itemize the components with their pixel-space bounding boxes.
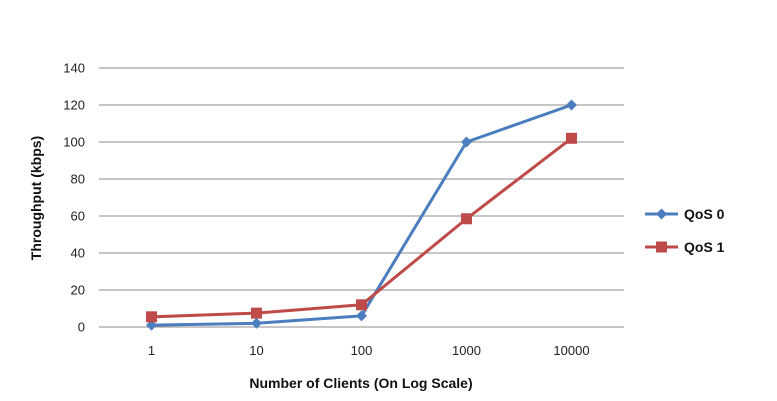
x-tick-label: 10000: [553, 343, 589, 358]
y-tick-label: 40: [71, 246, 85, 261]
data-point: [461, 213, 472, 225]
legend-marker: [656, 208, 667, 220]
y-tick-label: 20: [71, 283, 85, 298]
legend-item: QoS 0: [645, 206, 725, 222]
x-tick-label: 1: [148, 343, 155, 358]
legend-marker: [656, 241, 667, 253]
y-tick-label: 140: [63, 61, 85, 76]
x-axis-title: Number of Clients (On Log Scale): [249, 375, 472, 391]
legend: QoS 0 QoS 1: [645, 206, 725, 255]
legend-label: QoS 0: [684, 206, 725, 222]
data-point: [251, 317, 262, 329]
y-axis-title: Throughput (kbps): [28, 136, 44, 260]
data-point: [251, 307, 262, 319]
data-point: [356, 299, 367, 311]
y-tick-labels: 0 20 40 60 80 100 120 140: [63, 61, 85, 335]
x-tick-label: 10: [249, 343, 263, 358]
series-line: [150, 103, 573, 327]
y-tick-label: 80: [71, 172, 85, 187]
series-lines: [146, 99, 577, 331]
data-point: [356, 310, 367, 322]
y-tick-label: 100: [63, 135, 85, 150]
legend-item: QoS 1: [645, 239, 725, 255]
data-point: [566, 99, 577, 111]
x-tick-labels: 1 10 100 1000 10000: [148, 343, 590, 358]
data-point: [146, 319, 157, 331]
data-point: [461, 136, 472, 148]
y-tick-label: 120: [63, 98, 85, 113]
series-qos-0: [146, 99, 577, 331]
legend-label: QoS 1: [684, 239, 725, 255]
series-qos-1: [146, 132, 577, 323]
y-tick-label: 60: [71, 209, 85, 224]
data-point: [146, 311, 157, 323]
x-tick-label: 100: [351, 343, 373, 358]
gridlines: [99, 67, 624, 328]
x-tick-label: 1000: [452, 343, 481, 358]
y-tick-label: 0: [78, 320, 85, 335]
data-point: [566, 132, 577, 144]
